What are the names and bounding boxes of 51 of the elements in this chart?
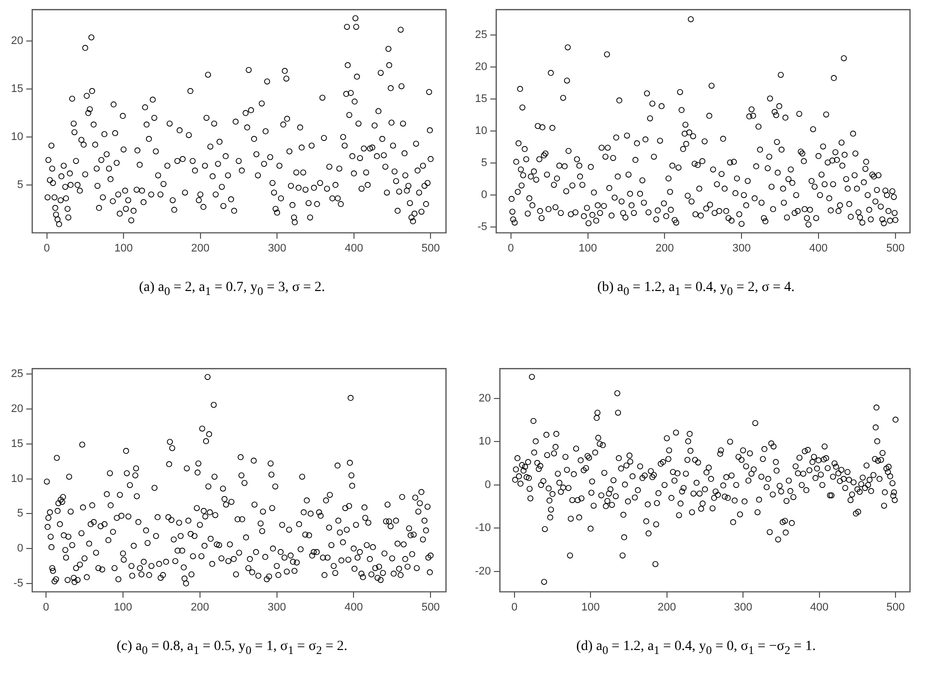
y-tick-label: 10 [10,131,24,144]
x-tick-label: 0 [43,601,50,614]
y-tick-label: 0 [481,189,488,202]
y-tick-label: 5 [17,508,24,520]
x-tick-label: 0 [508,242,514,254]
x-tick-label: 500 [886,601,905,614]
y-tick-label: 10 [474,125,488,138]
x-tick-label: 200 [191,242,210,254]
y-tick-label: -5 [13,577,24,590]
y-tick-label: 20 [10,35,24,48]
y-tick-label: 10 [10,472,24,485]
y-tick-label: 20 [10,403,24,416]
text: (d) a$_{0}$ = 1.2, a$_{1}$ = 0.4, y$_{0}$ = 0, σ$_{1}$ = −σ$_{2}$ = 1. [576,639,816,657]
x-tick-label: 200 [655,242,674,254]
y-tick-label: 20 [474,61,488,74]
y-tick-label: 5 [481,157,488,170]
x-tick-label: 400 [810,601,828,614]
x-tick-label: 500 [421,601,440,614]
x-tick-label: 0 [44,242,50,254]
x-tick-label: 100 [114,601,132,614]
x-tick-label: 500 [886,242,905,254]
x-tick-label: 100 [578,242,597,254]
y-tick-label: 15 [10,438,24,450]
y-tick-label: 25 [474,29,488,42]
y-tick-label: -10 [474,522,491,534]
y-tick-label: -20 [474,566,491,578]
text: (c) a$_{0}$ = 0.8, a$_{1}$ = 0.5, y$_{0}$ = 1, σ$_{1}$ = σ$_{2}$ = 2. [116,639,348,657]
y-tick-label: 10 [478,436,491,448]
x-tick-label: 500 [421,242,440,254]
y-tick-label: 25 [10,368,24,380]
x-tick-label: 300 [734,601,752,614]
y-tick-label: 0 [17,542,24,555]
x-tick-label: 300 [268,242,286,254]
x-tick-label: 100 [114,242,133,254]
x-tick-label: 200 [190,601,210,614]
y-tick-label: 0 [484,478,491,491]
x-tick-label: 400 [344,242,364,254]
x-tick-label: 100 [581,601,600,614]
y-tick-label: 15 [10,83,24,96]
text: (b) a$_{0}$ = 1.2, a$_{1}$ = 0.4, y$_{0}$ = 2, σ = 4. [596,280,796,298]
y-tick-label: 20 [478,392,491,404]
x-tick-label: 200 [658,601,676,614]
y-tick-label: -5 [477,221,488,234]
x-tick-label: 300 [732,242,751,254]
text: (a) a$_{0}$ = 2, a$_{1}$ = 0.7, y$_{0}$ = 3, σ = 2. [138,280,326,298]
x-tick-label: 400 [809,242,828,254]
x-tick-label: 300 [268,601,286,614]
y-tick-label: 15 [474,93,488,106]
y-tick-label: 5 [17,178,24,191]
x-tick-label: 400 [344,601,363,614]
x-tick-label: 0 [511,601,518,614]
